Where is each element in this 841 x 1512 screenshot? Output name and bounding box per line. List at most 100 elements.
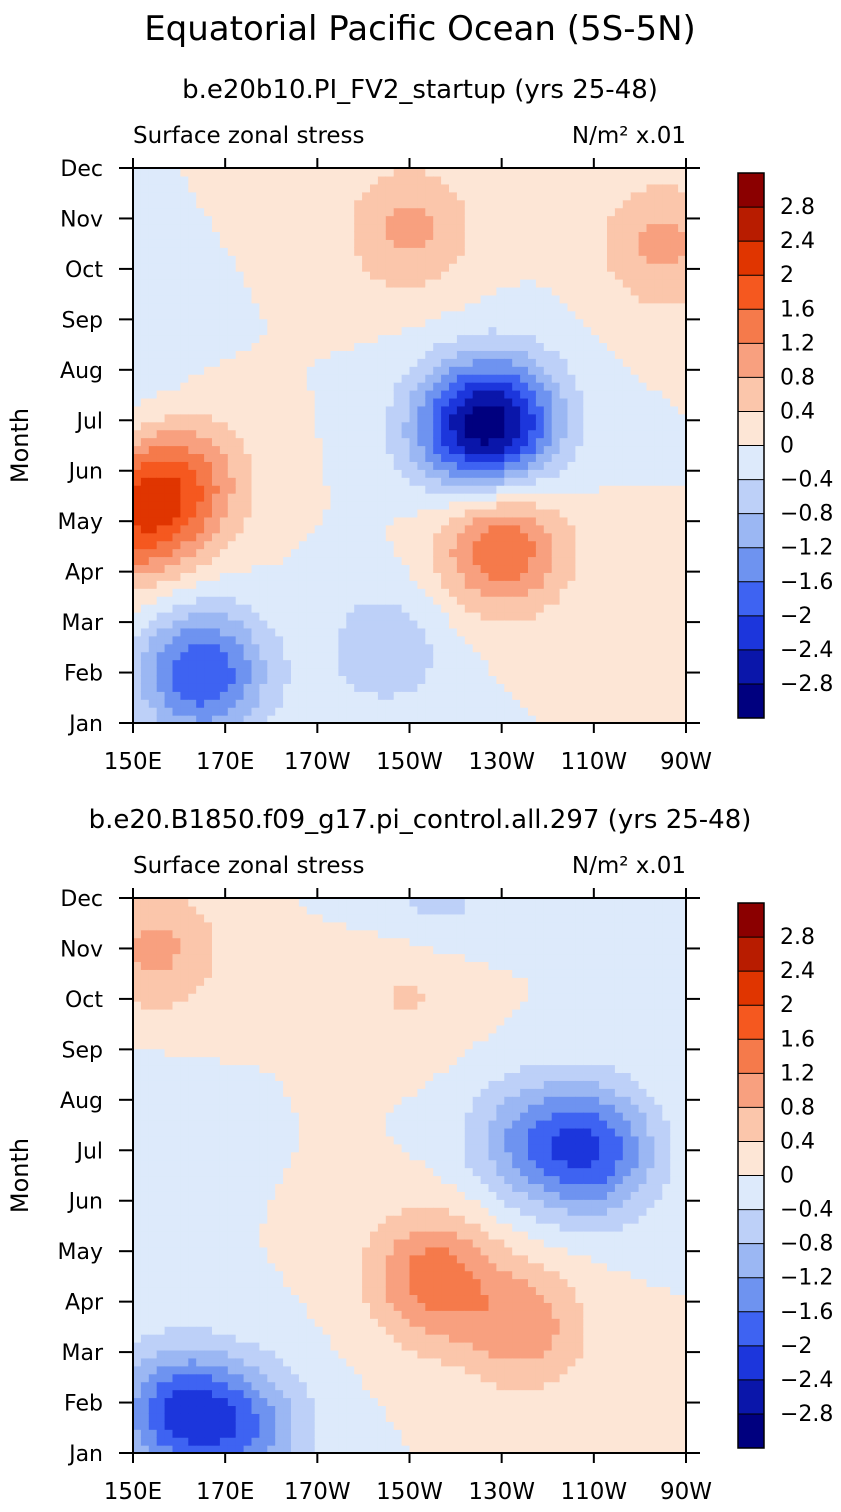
x-tick-label: 90W bbox=[660, 749, 712, 775]
y-tick-label: Dec bbox=[60, 157, 103, 182]
colorbar-swatch bbox=[738, 1005, 764, 1040]
y-tick-label: Dec bbox=[60, 887, 103, 912]
colorbar-swatch bbox=[738, 1209, 764, 1245]
y-tick-label: Sep bbox=[62, 308, 103, 333]
colorbar-label: 2.8 bbox=[780, 195, 815, 220]
units-label: N/m² x.01 bbox=[572, 123, 686, 149]
figure-title: Equatorial Pacific Ocean (5S-5N) bbox=[144, 9, 696, 49]
colorbar-label: −1.6 bbox=[780, 570, 833, 595]
y-tick-label: Oct bbox=[65, 258, 103, 283]
colorbar-label: 1.2 bbox=[780, 1061, 815, 1086]
x-tick-label: 90W bbox=[660, 1479, 712, 1505]
y-tick-label: Apr bbox=[65, 561, 104, 586]
colorbar-label: −2 bbox=[780, 604, 812, 629]
y-tick-label: Jul bbox=[74, 1139, 103, 1164]
x-tick-label: 150W bbox=[376, 1479, 443, 1505]
colorbar-swatch bbox=[738, 241, 764, 276]
x-tick-label: 110W bbox=[561, 749, 628, 775]
colorbar-label: −0.4 bbox=[780, 468, 833, 493]
colorbar-label: 0.8 bbox=[780, 1095, 815, 1120]
x-tick-label: 130W bbox=[468, 1479, 535, 1505]
colorbar-swatch bbox=[738, 1311, 764, 1347]
colorbar-label: −1.2 bbox=[780, 1266, 833, 1291]
colorbar-label: 1.6 bbox=[780, 1027, 815, 1052]
y-axis-label: Month bbox=[6, 1138, 34, 1213]
colorbar-swatch bbox=[738, 1243, 764, 1279]
panel-2: b.e20.B1850.f09_g17.pi_control.all.297 (… bbox=[6, 805, 833, 1505]
colorbar-swatch bbox=[738, 1413, 764, 1449]
x-tick-label: 150E bbox=[104, 1479, 162, 1505]
colorbar-swatch bbox=[738, 1073, 764, 1108]
y-tick-label: Jun bbox=[67, 460, 103, 485]
colorbar-label: 2 bbox=[780, 263, 794, 288]
colorbar-label: −2 bbox=[780, 1334, 812, 1359]
y-tick-label: Apr bbox=[65, 1291, 104, 1316]
colorbar-swatch bbox=[738, 207, 764, 242]
colorbar-swatch bbox=[738, 581, 764, 617]
y-tick-label: Oct bbox=[65, 988, 103, 1013]
field-label: Surface zonal stress bbox=[133, 123, 365, 149]
colorbar-label: −0.8 bbox=[780, 1232, 833, 1257]
colorbar-label: 0.4 bbox=[780, 1129, 815, 1154]
colorbar-label: 2.4 bbox=[780, 959, 815, 984]
y-tick-label: Jan bbox=[67, 1442, 103, 1467]
colorbar-label: 1.6 bbox=[780, 297, 815, 322]
colorbar-swatch bbox=[738, 937, 764, 972]
x-tick-label: 130W bbox=[468, 749, 535, 775]
y-tick-label: Mar bbox=[61, 1341, 103, 1366]
colorbar-label: −0.4 bbox=[780, 1198, 833, 1223]
y-tick-label: May bbox=[58, 1240, 103, 1265]
colorbar-swatch bbox=[738, 479, 764, 515]
colorbar-swatch bbox=[738, 547, 764, 583]
colorbar-label: 0 bbox=[780, 434, 794, 459]
colorbar: 2.8 2.4 2 1.6 1.2 0.8 0.4 0 −0.4 −0.8 −1.2 −1.6 −2 −2… bbox=[737, 172, 833, 719]
y-tick-label: Nov bbox=[60, 207, 103, 232]
colorbar-label: −2.4 bbox=[780, 638, 833, 663]
colorbar-swatch bbox=[738, 615, 764, 651]
colorbar: 2.8 2.4 2 1.6 1.2 0.8 0.4 0 −0.4 −0.8 −1.2 −1.6 −2 −2… bbox=[737, 902, 833, 1449]
colorbar-swatch bbox=[738, 1345, 764, 1381]
colorbar-label: −1.2 bbox=[780, 536, 833, 561]
panel-title: b.e20.B1850.f09_g17.pi_control.all.297 (… bbox=[89, 805, 752, 835]
y-tick-label: Jul bbox=[74, 409, 103, 434]
y-tick-label: Aug bbox=[60, 359, 103, 384]
x-tick-label: 170E bbox=[196, 749, 254, 775]
colorbar-swatch bbox=[738, 513, 764, 549]
colorbar-label: −2.4 bbox=[780, 1368, 833, 1393]
x-tick-label: 170W bbox=[284, 1479, 351, 1505]
colorbar-label: −2.8 bbox=[780, 1402, 833, 1427]
colorbar-swatch bbox=[738, 649, 764, 685]
y-tick-label: Jun bbox=[67, 1190, 103, 1215]
y-tick-label: Jan bbox=[67, 712, 103, 737]
colorbar-label: −1.6 bbox=[780, 1300, 833, 1325]
colorbar-label: 2.8 bbox=[780, 925, 815, 950]
units-label: N/m² x.01 bbox=[572, 853, 686, 879]
colorbar-swatch bbox=[738, 343, 764, 378]
colorbar-swatch bbox=[738, 377, 764, 412]
colorbar-label: 2.4 bbox=[780, 229, 815, 254]
y-tick-label: Feb bbox=[64, 1392, 103, 1417]
colorbar-label: −0.8 bbox=[780, 502, 833, 527]
y-tick-label: Sep bbox=[62, 1038, 103, 1063]
colorbar-swatch bbox=[738, 309, 764, 344]
colorbar-swatch bbox=[738, 1107, 764, 1142]
colorbar-label: 0 bbox=[780, 1164, 794, 1189]
x-tick-label: 170W bbox=[284, 749, 351, 775]
panel-title: b.e20b10.PI_FV2_startup (yrs 25-48) bbox=[182, 75, 658, 105]
colorbar-label: −2.8 bbox=[780, 672, 833, 697]
colorbar-swatch bbox=[738, 275, 764, 310]
colorbar-swatch bbox=[738, 903, 764, 938]
colorbar-swatch bbox=[738, 445, 764, 481]
y-tick-label: Mar bbox=[61, 611, 103, 636]
contour-field bbox=[133, 168, 686, 723]
colorbar-swatch bbox=[738, 1039, 764, 1074]
colorbar-swatch bbox=[738, 1175, 764, 1211]
y-tick-label: Feb bbox=[64, 662, 103, 687]
panel-1: b.e20b10.PI_FV2_startup (yrs 25-48) Surfa… bbox=[6, 75, 833, 775]
colorbar-label: 0.4 bbox=[780, 399, 815, 424]
x-tick-label: 150E bbox=[104, 749, 162, 775]
y-axis-label: Month bbox=[6, 408, 34, 483]
y-tick-label: Nov bbox=[60, 937, 103, 962]
x-tick-label: 110W bbox=[561, 1479, 628, 1505]
